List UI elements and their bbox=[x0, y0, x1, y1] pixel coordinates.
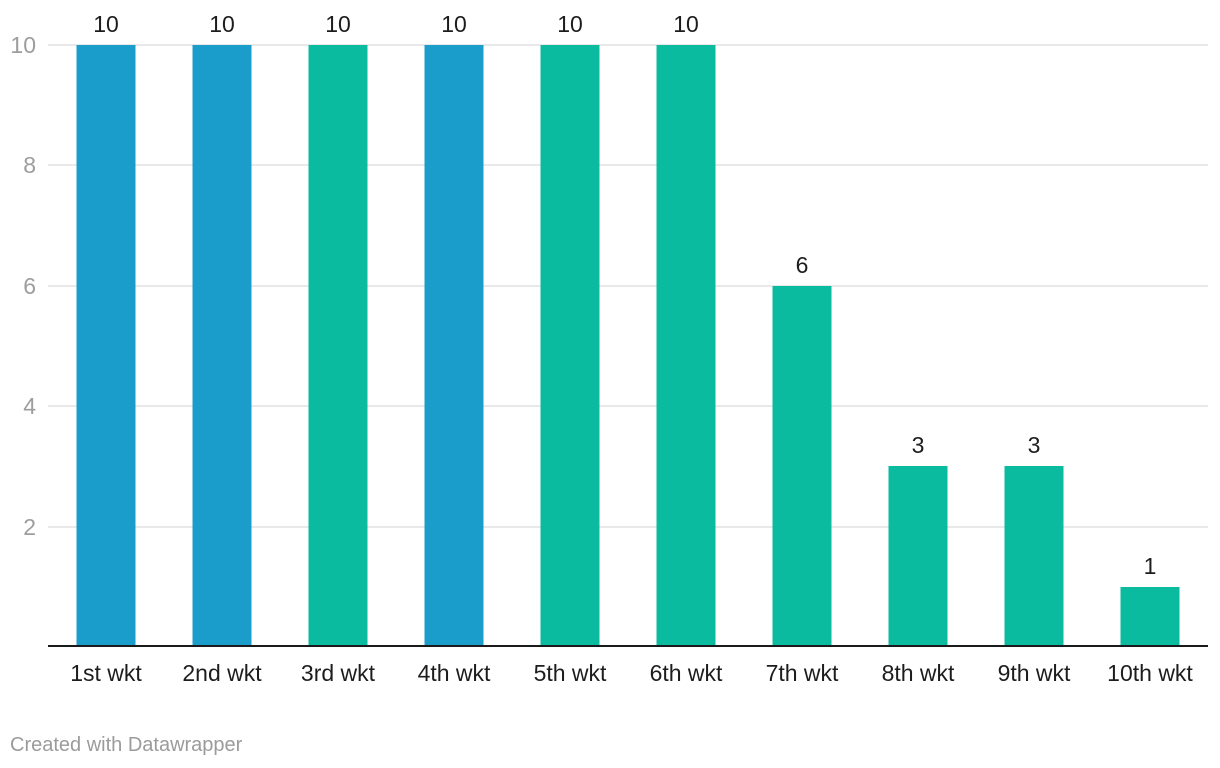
bar-slot: 6 bbox=[744, 45, 860, 647]
bar-6th-wkt bbox=[656, 45, 716, 647]
y-tick-label: 2 bbox=[23, 513, 36, 540]
y-tick-label: 10 bbox=[10, 32, 36, 58]
x-tick-label: 5th wkt bbox=[533, 660, 607, 686]
bar-1st-wkt bbox=[76, 45, 136, 647]
bar-slot: 10 bbox=[396, 11, 512, 647]
bar-slot: 10 bbox=[512, 11, 628, 647]
x-axis-baseline bbox=[48, 645, 1208, 647]
x-tick-label: 9th wkt bbox=[997, 660, 1071, 686]
value-label: 1 bbox=[1143, 552, 1157, 579]
bar-2nd-wkt bbox=[192, 45, 252, 647]
bar-slot: 3 bbox=[860, 45, 976, 647]
x-tick-label: 7th wkt bbox=[765, 660, 839, 686]
gridline-2 bbox=[48, 525, 1208, 528]
value-label: 10 bbox=[93, 11, 119, 37]
bar-5th-wkt bbox=[540, 45, 600, 647]
x-tick-label: 3rd wkt bbox=[300, 660, 376, 686]
y-axis: 2 4 6 8 10 bbox=[0, 32, 36, 647]
datawrapper-credit-link[interactable]: Created with Datawrapper bbox=[10, 734, 243, 756]
bar-slot: 1 bbox=[1092, 45, 1208, 647]
gridline-6 bbox=[48, 284, 1208, 287]
value-label: 10 bbox=[325, 11, 351, 37]
value-label: 10 bbox=[441, 11, 467, 37]
bar-7th-wkt bbox=[772, 285, 832, 647]
gridline-10 bbox=[48, 44, 1208, 46]
bar-8th-wkt bbox=[888, 466, 948, 647]
value-label: 10 bbox=[557, 11, 583, 37]
x-axis: 1st wkt 2nd wkt 3rd wkt 4th wkt 5th wkt 6th w… bbox=[48, 647, 1208, 687]
x-tick-label: 1st wkt bbox=[70, 660, 142, 686]
gridline-8 bbox=[48, 164, 1208, 167]
value-label: 3 bbox=[1027, 432, 1041, 459]
value-label: 3 bbox=[911, 432, 925, 459]
x-tick-label: 4th wkt bbox=[417, 660, 491, 686]
x-tick-label: 10th wkt bbox=[1107, 660, 1193, 686]
bar-slot: 10 bbox=[164, 11, 280, 647]
x-tick-label: 2nd wkt bbox=[182, 660, 262, 686]
value-label: 6 bbox=[795, 251, 809, 278]
x-tick-label: 6th wkt bbox=[649, 660, 723, 686]
bar-10th-wkt bbox=[1120, 586, 1180, 647]
plot-area: 10 10 10 10 10 10 6 3 3 1 bbox=[48, 11, 1208, 647]
gridline-4 bbox=[48, 405, 1208, 408]
bar-slot: 10 bbox=[48, 11, 164, 647]
gridlines bbox=[48, 44, 1208, 647]
value-label: 10 bbox=[209, 11, 235, 37]
y-tick-label: 6 bbox=[23, 272, 36, 299]
y-tick-label: 4 bbox=[23, 393, 36, 420]
y-tick-label: 8 bbox=[23, 152, 36, 179]
value-label: 10 bbox=[673, 11, 699, 37]
bar-slot: 10 bbox=[280, 11, 396, 647]
bar-slot: 3 bbox=[976, 45, 1092, 647]
bar-slot: 10 bbox=[628, 11, 744, 647]
x-tick-label: 8th wkt bbox=[881, 660, 955, 686]
bar-9th-wkt bbox=[1004, 466, 1064, 647]
bar-3rd-wkt bbox=[308, 45, 368, 647]
bar-4th-wkt bbox=[424, 45, 484, 647]
